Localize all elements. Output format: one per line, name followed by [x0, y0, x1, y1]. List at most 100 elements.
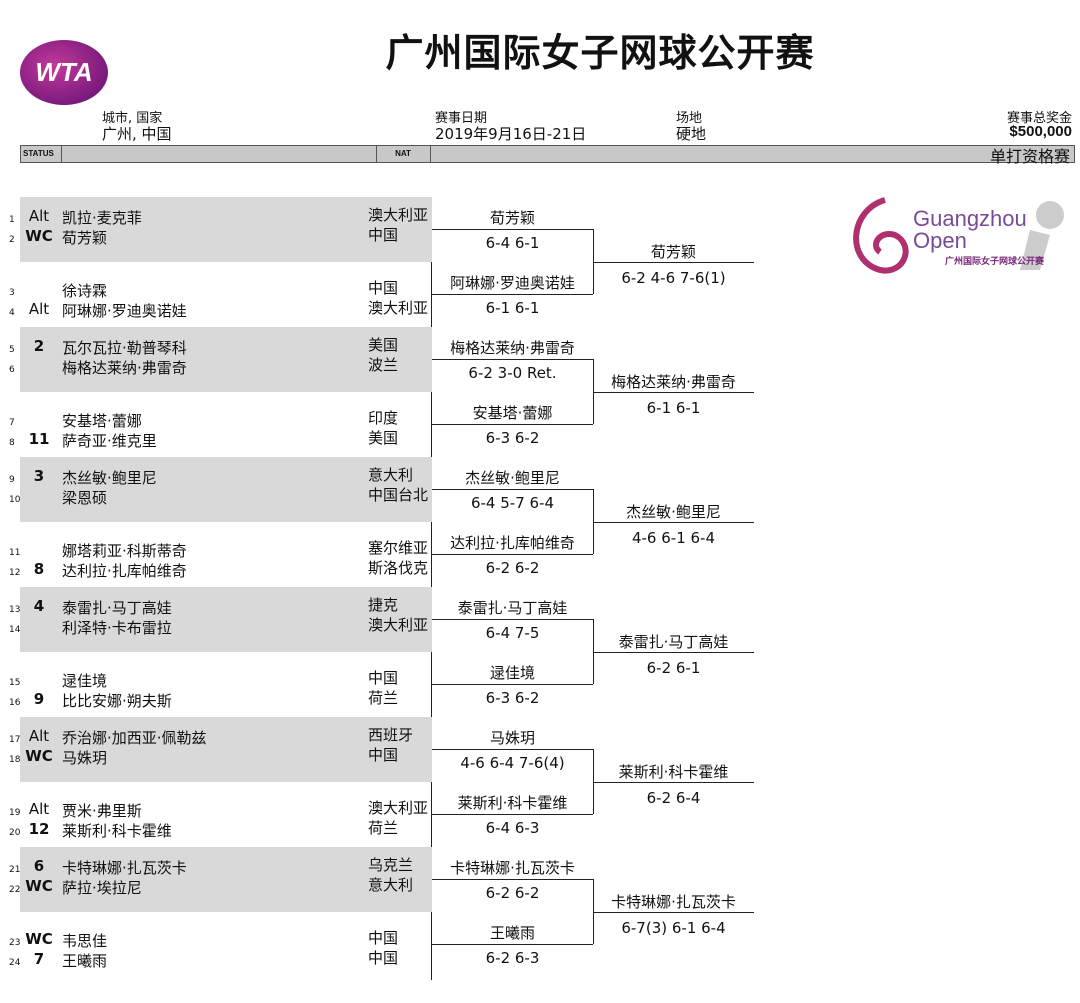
date-label: 赛事日期 [435, 111, 488, 126]
round1-line [432, 684, 593, 685]
round1-winner: 泰雷扎·马丁高娃 [457, 599, 568, 617]
round1-score: 6-3 6-2 [485, 429, 540, 447]
round1-score: 6-1 6-1 [485, 299, 540, 317]
round1-line [432, 424, 593, 425]
player-nat: 斯洛伐克 [368, 559, 429, 577]
status-column-header: STATUS [21, 146, 62, 162]
player-name: 瓦尔瓦拉·勒普琴科 [62, 339, 187, 357]
draw-position: 7 [9, 418, 15, 428]
player-status: Alt [28, 300, 50, 318]
city-value: 广州, 中国 [102, 125, 172, 143]
player-name: 安基塔·蕾娜 [62, 412, 142, 430]
draw-position: 13 [9, 605, 21, 615]
player-name: 莱斯利·科卡霍维 [62, 822, 172, 840]
player-name: 娜塔莉亚·科斯蒂奇 [62, 542, 187, 560]
player-nat: 捷克 [368, 596, 399, 614]
wta-logo: WTA [20, 40, 108, 105]
match-block [20, 457, 432, 522]
round1-connector [593, 749, 594, 814]
match-block [20, 587, 432, 652]
page-title: 广州国际女子网球公开赛 [385, 31, 815, 75]
round1-winner: 阿琳娜·罗迪奥诺娃 [450, 274, 575, 292]
player-name: 徐诗霖 [62, 282, 108, 300]
round2-score: 6-2 4-6 7-6(1) [621, 269, 726, 287]
draw-position: 21 [9, 865, 21, 875]
round1-line [432, 489, 593, 490]
player-nat: 波兰 [368, 356, 399, 374]
player-name: 比比安娜·朔夫斯 [62, 692, 172, 710]
draw-position: 6 [9, 365, 15, 375]
round2-line [593, 782, 754, 783]
player-nat: 荷兰 [368, 689, 399, 707]
round2-score: 4-6 6-1 6-4 [631, 529, 716, 547]
logo-line3: 广州国际女子网球公开赛 [945, 257, 1045, 267]
round1-score: 6-4 5-7 6-4 [470, 494, 555, 512]
logo-line1: Guangzhou [913, 206, 1027, 231]
round1-winner: 荀芳颖 [489, 209, 535, 227]
player-nat: 意大利 [368, 466, 414, 484]
round1-winner: 梅格达莱纳·弗雷奇 [450, 339, 575, 357]
player-name: 阿琳娜·罗迪奥诺娃 [62, 302, 187, 320]
draw-position: 18 [9, 755, 21, 765]
player-name: 梁恩硕 [62, 489, 108, 507]
round1-connector [593, 619, 594, 684]
draw-position: 14 [9, 625, 21, 635]
surface-value: 硬地 [676, 125, 707, 143]
logo-line2: Open [913, 228, 967, 253]
prize-value: $500,000 [1009, 123, 1072, 140]
round1-line [432, 294, 593, 295]
draw-position: 11 [9, 548, 21, 558]
round1-line [432, 554, 593, 555]
round1-winner: 逯佳境 [489, 664, 535, 682]
round1-winner: 莱斯利·科卡霍维 [457, 794, 568, 812]
player-nat: 塞尔维亚 [368, 539, 429, 557]
player-nat: 中国 [368, 929, 399, 947]
player-nat: 乌克兰 [368, 856, 414, 874]
player-name: 逯佳境 [62, 672, 108, 690]
match-block [20, 327, 432, 392]
player-nat: 美国 [368, 336, 399, 354]
match-block [20, 197, 432, 262]
player-status: 7 [33, 950, 45, 968]
player-status: Alt [28, 800, 50, 818]
round2-line [593, 522, 754, 523]
round2-score: 6-2 6-4 [646, 789, 701, 807]
guangzhou-open-logo: Guangzhou Open 广州国际女子网球公开赛 [845, 190, 1070, 275]
round1-line [432, 229, 593, 230]
player-name: 马姝玥 [62, 749, 108, 767]
round2-winner: 杰丝敏·鲍里尼 [626, 503, 721, 521]
player-nat: 中国 [368, 226, 399, 244]
player-nat: 中国 [368, 279, 399, 297]
event-name: 单打资格赛 [989, 147, 1070, 166]
round1-winner: 杰丝敏·鲍里尼 [465, 469, 560, 487]
player-nat: 澳大利亚 [368, 616, 429, 634]
date-value: 2019年9月16日-21日 [435, 125, 587, 143]
round1-score: 6-4 6-3 [485, 819, 540, 837]
round1-winner: 达利拉·扎库帕维奇 [450, 534, 575, 552]
player-nat: 中国 [368, 669, 399, 687]
player-name: 泰雷扎·马丁高娃 [62, 599, 172, 617]
column-header-bar: STATUS NAT 单打资格赛 [20, 145, 1075, 166]
player-nat: 中国 [368, 949, 399, 967]
player-nat: 澳大利亚 [368, 206, 429, 224]
round1-connector [593, 879, 594, 944]
draw-position: 12 [9, 568, 21, 578]
player-status: 9 [33, 690, 45, 708]
player-name: 利泽特·卡布雷拉 [62, 619, 172, 637]
round2-line [593, 912, 754, 913]
match-block [20, 847, 432, 912]
round2-winner: 泰雷扎·马丁高娃 [618, 633, 729, 651]
round1-line [432, 619, 593, 620]
name-column-header [61, 146, 377, 162]
player-nat: 荷兰 [368, 819, 399, 837]
player-status: 2 [33, 337, 45, 355]
round1-connector [593, 489, 594, 554]
player-name: 王曦雨 [62, 952, 108, 970]
player-nat: 印度 [368, 409, 399, 427]
player-status: WC [25, 930, 53, 948]
draw-position: 9 [9, 475, 15, 485]
round1-score: 6-4 6-1 [485, 234, 540, 252]
round1-winner: 王曦雨 [489, 924, 535, 942]
player-name: 萨拉·埃拉尼 [62, 879, 142, 897]
